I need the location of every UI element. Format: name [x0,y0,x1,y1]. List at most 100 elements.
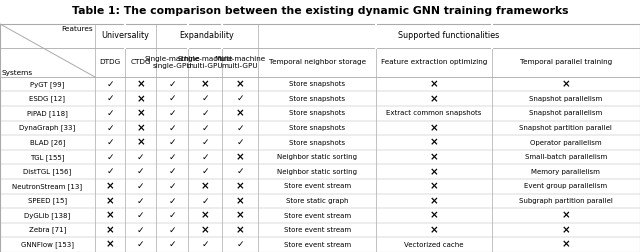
Text: Features: Features [61,26,93,32]
Text: ✓: ✓ [106,167,114,176]
Text: Store snapshots: Store snapshots [289,140,345,146]
Text: Neighbor static sorting: Neighbor static sorting [277,169,357,175]
Text: Expandability: Expandability [180,32,234,40]
Text: ×: × [561,240,570,250]
Text: ×: × [106,196,115,206]
Text: Store snapshots: Store snapshots [289,96,345,102]
Text: ✓: ✓ [106,123,114,133]
Text: ✓: ✓ [236,167,244,176]
Text: Store event stream: Store event stream [284,227,351,233]
Text: ×: × [236,196,244,206]
Text: ×: × [201,79,209,89]
Text: ×: × [429,181,438,191]
Text: ×: × [561,79,570,89]
Text: Store event stream: Store event stream [284,183,351,189]
Text: ✓: ✓ [137,226,145,235]
Text: DTDG: DTDG [99,59,121,65]
Text: ×: × [429,152,438,162]
Text: ×: × [236,210,244,220]
Text: ✓: ✓ [106,153,114,162]
Text: SPEED [15]: SPEED [15] [28,198,67,204]
Text: NeutronStream [13]: NeutronStream [13] [12,183,83,190]
Text: ×: × [429,210,438,220]
Text: ×: × [429,138,438,147]
Text: Store static graph: Store static graph [286,198,348,204]
Text: Extract common snapshots: Extract common snapshots [386,110,482,116]
Text: ✓: ✓ [168,182,176,191]
Text: ×: × [236,79,244,89]
Text: Store snapshots: Store snapshots [289,81,345,87]
Text: ×: × [106,240,115,250]
Text: ×: × [201,181,209,191]
Text: Supported functionalities: Supported functionalities [398,32,500,40]
Text: ✓: ✓ [168,123,176,133]
Text: ✓: ✓ [137,167,145,176]
Text: ESDG [12]: ESDG [12] [29,95,65,102]
Text: ✓: ✓ [106,138,114,147]
Text: Universality: Universality [102,32,149,40]
Text: ✓: ✓ [168,80,176,89]
Text: PyGT [99]: PyGT [99] [30,81,65,87]
Text: ✓: ✓ [137,211,145,220]
Text: TGL [155]: TGL [155] [30,154,65,161]
Text: ✓: ✓ [236,94,244,103]
Text: ×: × [429,167,438,177]
Text: Single-machine
multi-GPU: Single-machine multi-GPU [177,56,233,69]
Text: Store snapshots: Store snapshots [289,110,345,116]
Text: Multi-machine
multi-GPU: Multi-machine multi-GPU [214,56,266,69]
Text: ×: × [236,181,244,191]
Text: ✓: ✓ [168,138,176,147]
Text: ✓: ✓ [137,182,145,191]
Text: ×: × [136,108,145,118]
Text: ✓: ✓ [168,211,176,220]
Text: ✓: ✓ [137,196,145,205]
Text: ×: × [106,181,115,191]
Text: ×: × [106,225,115,235]
Text: ×: × [429,225,438,235]
Text: ✓: ✓ [202,196,209,205]
Text: ×: × [201,225,209,235]
Text: ✓: ✓ [106,80,114,89]
Text: ×: × [136,79,145,89]
Text: ×: × [236,152,244,162]
Text: Temporal parallel training: Temporal parallel training [520,59,612,65]
Text: ✓: ✓ [168,240,176,249]
Text: ✓: ✓ [168,226,176,235]
Text: Memory parallelism: Memory parallelism [531,169,600,175]
Text: DynaGraph [33]: DynaGraph [33] [19,124,76,131]
Text: CTDG: CTDG [131,59,151,65]
Text: ×: × [429,196,438,206]
Text: ✓: ✓ [236,138,244,147]
Text: ×: × [429,94,438,104]
Text: ×: × [561,210,570,220]
Text: Store event stream: Store event stream [284,242,351,248]
Text: ✓: ✓ [202,123,209,133]
Text: Zebra [71]: Zebra [71] [29,227,66,234]
Text: ×: × [236,225,244,235]
Text: ✓: ✓ [202,138,209,147]
Text: ×: × [236,108,244,118]
Text: ✓: ✓ [202,240,209,249]
Text: ✓: ✓ [202,109,209,118]
Text: ×: × [136,94,145,104]
Text: ✓: ✓ [106,94,114,103]
Text: ×: × [429,123,438,133]
Text: ✓: ✓ [236,123,244,133]
Text: DyGLib [138]: DyGLib [138] [24,212,70,219]
Text: GNNFlow [153]: GNNFlow [153] [21,241,74,248]
Text: ×: × [106,210,115,220]
Text: DistTGL [156]: DistTGL [156] [23,168,72,175]
Text: ✓: ✓ [202,167,209,176]
Text: Temporal neighbor storage: Temporal neighbor storage [269,59,365,65]
Text: ✓: ✓ [168,94,176,103]
Text: ✓: ✓ [168,196,176,205]
Text: ×: × [136,138,145,147]
Text: ×: × [201,210,209,220]
Text: Store event stream: Store event stream [284,212,351,218]
Text: ✓: ✓ [106,109,114,118]
Text: Systems: Systems [2,70,33,76]
Text: Event group parallelism: Event group parallelism [524,183,607,189]
Text: Table 1: The comparison between the existing dynamic GNN training frameworks: Table 1: The comparison between the exis… [72,6,568,16]
Text: BLAD [26]: BLAD [26] [29,139,65,146]
Text: ✓: ✓ [137,240,145,249]
